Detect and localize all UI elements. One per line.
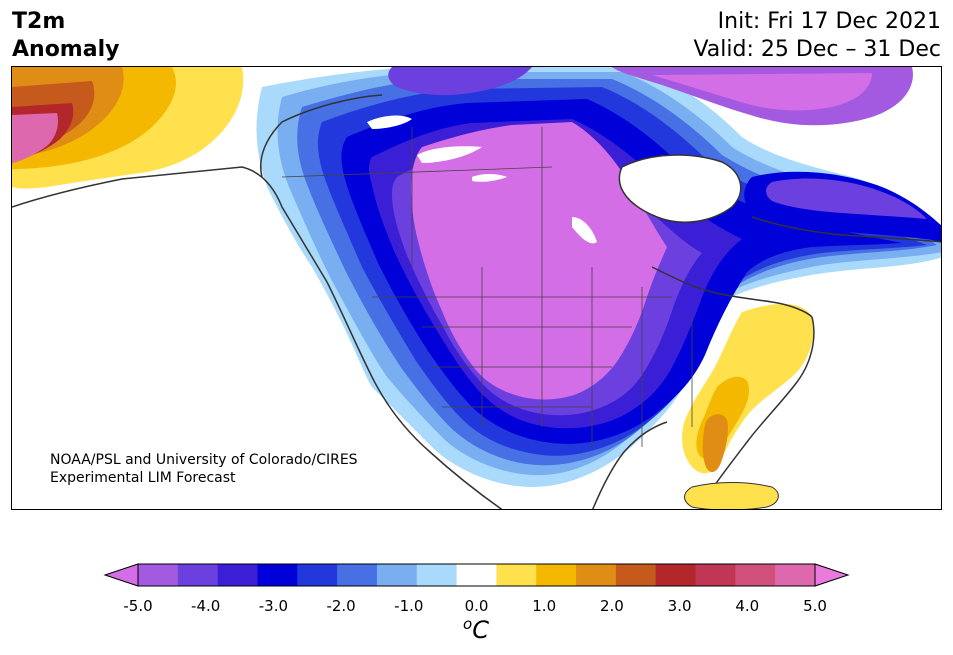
colorbar-segment — [735, 564, 776, 586]
colorbar-svg — [103, 563, 850, 587]
north-canada-anomaly — [388, 67, 532, 96]
colorbar-unit: oC — [463, 615, 489, 644]
colorbar-tick-label: -4.0 — [191, 597, 221, 615]
credit-text: NOAA/PSL and University of Colorado/CIRE… — [50, 451, 358, 487]
cuba-warm — [684, 482, 779, 509]
title-line-2: Anomaly — [12, 37, 120, 62]
colorbar-segment — [695, 564, 736, 586]
colorbar-tick-label: 0.0 — [464, 597, 489, 615]
colorbar-tick-label: 4.0 — [735, 597, 760, 615]
map-title: T2m Anomaly — [12, 8, 119, 64]
cold-region-core — [411, 122, 667, 400]
colorbar-tick-label: 2.0 — [599, 597, 624, 615]
atlantic-ocean — [694, 277, 941, 509]
credit-line-2: Experimental LIM Forecast — [50, 470, 236, 486]
colorbar-segment — [456, 564, 497, 586]
colorbar-tick-label: 3.0 — [667, 597, 692, 615]
colorbar-segment — [257, 564, 298, 586]
unit-celsius: C — [472, 616, 489, 644]
colorbar-tick-label: -5.0 — [123, 597, 153, 615]
colorbar-tick-label: 1.0 — [532, 597, 557, 615]
unit-degree: o — [463, 615, 473, 633]
colorbar-segment — [536, 564, 577, 586]
colorbar-tick-label: -3.0 — [258, 597, 289, 615]
colorbar-segment — [576, 564, 617, 586]
lake-1 — [367, 115, 412, 129]
colorbar-segment — [297, 564, 338, 586]
lake-4 — [572, 217, 597, 244]
arctic-core — [652, 73, 872, 111]
coastlines — [12, 94, 941, 509]
credit-line-1: NOAA/PSL and University of Colorado/CIRE… — [50, 452, 358, 468]
lake-2 — [417, 146, 482, 163]
valid-range: Valid: 25 Dec – 31 Dec — [693, 37, 941, 62]
map-canvas — [12, 67, 941, 509]
state-borders — [281, 127, 693, 447]
colorbar-segment — [376, 564, 418, 586]
colorbar-segment — [217, 564, 258, 586]
colorbar-segment — [337, 564, 378, 586]
colorbar-segment — [138, 564, 179, 586]
colorbar-tick-label: -1.0 — [394, 597, 424, 615]
colorbar-tick-label: 5.0 — [803, 597, 827, 615]
anomaly-map: NOAA/PSL and University of Colorado/CIRE… — [11, 66, 942, 510]
east-canada-cold-inner — [766, 178, 927, 219]
forecast-dates: Init: Fri 17 Dec 2021 Valid: 25 Dec – 31… — [693, 8, 941, 64]
colorbar-segment — [655, 564, 697, 586]
init-date: Init: Fri 17 Dec 2021 — [717, 9, 941, 34]
hudson-bay — [619, 155, 741, 223]
colorbar-extend-high — [814, 563, 850, 587]
colorbar-border — [137, 563, 816, 587]
colorbar — [0, 560, 953, 590]
colorbar-segment — [177, 564, 219, 586]
title-line-1: T2m — [12, 9, 66, 34]
colorbar-segment — [496, 564, 537, 586]
colorbar-tick-label: -2.0 — [326, 597, 356, 615]
alaska-warm-peak — [12, 113, 58, 163]
colorbar-extend-low — [103, 563, 139, 587]
florida-warm — [702, 414, 728, 473]
pacific-ocean — [12, 176, 489, 509]
lake-3 — [472, 174, 507, 182]
colorbar-segment — [416, 564, 458, 586]
colorbar-segment — [775, 564, 816, 586]
colorbar-segment — [615, 564, 657, 586]
